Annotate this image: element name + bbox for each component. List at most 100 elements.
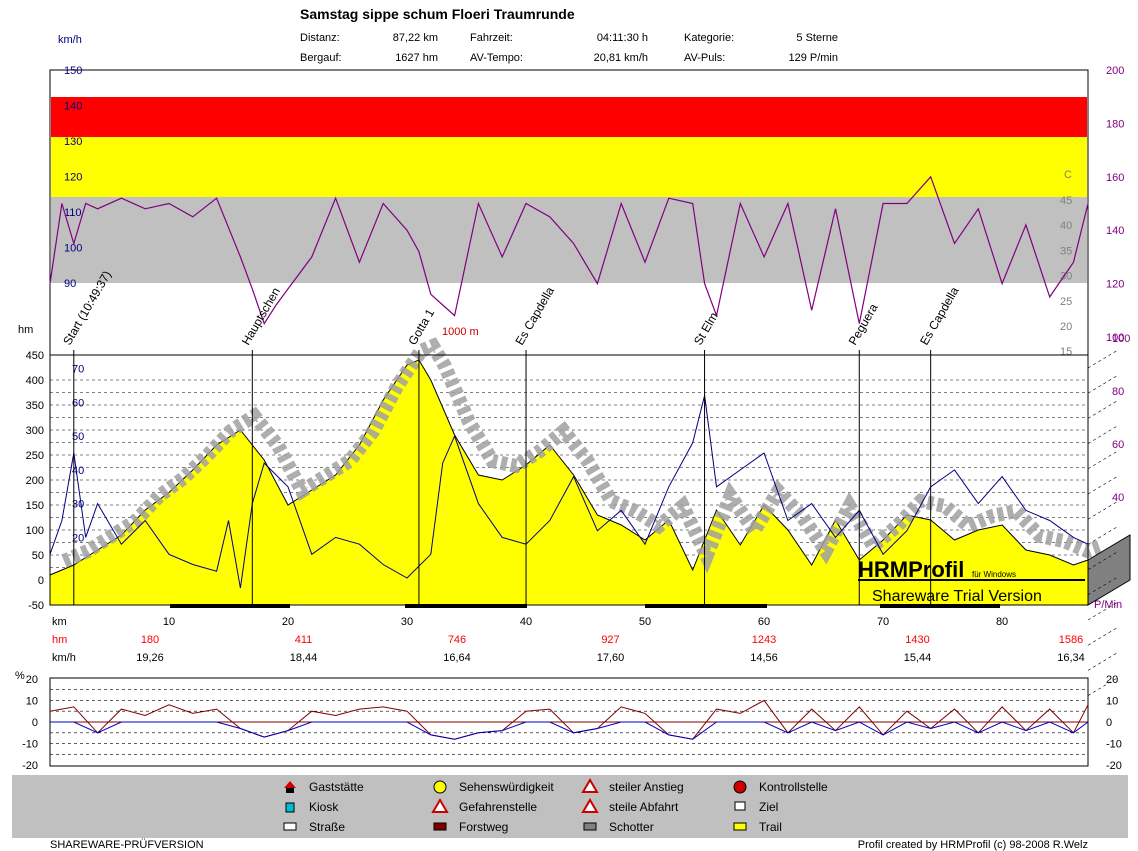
side-tick: [1087, 526, 1119, 545]
side-tick: [1087, 349, 1119, 369]
hm-row-value: 411: [295, 634, 313, 646]
hm-row-label: hm: [52, 634, 67, 646]
hr-tick-label: 180: [1106, 118, 1124, 130]
hr-zone-red: [51, 97, 1087, 137]
km-ticks: 10 20 30 40 50 60 70 80: [163, 616, 1008, 628]
stat-label: Distanz:: [300, 32, 340, 44]
gradient-tick-right: 20: [1106, 674, 1118, 686]
stat-label: Bergauf:: [300, 52, 342, 64]
hm-row-value: 927: [601, 634, 619, 646]
side-tick-lines: [1087, 349, 1119, 696]
gradient-tick-left: 20: [26, 674, 38, 686]
speed-tick-label: 140: [64, 101, 82, 113]
hr-tick-label: 200: [1106, 65, 1124, 77]
surface-segment: [405, 604, 527, 608]
house-icon: [284, 781, 296, 788]
altitude-tick-label: 250: [26, 450, 44, 462]
temp-tick-label: 40: [1060, 220, 1072, 232]
house-body: [286, 788, 294, 793]
stat-value: 5 Sterne: [796, 32, 838, 44]
watermark-sub: für Windows: [972, 570, 1016, 579]
gradient-tick-right: 0: [1106, 717, 1112, 729]
hr-ticks-lower: 10080604020: [1112, 333, 1130, 557]
legend-item: Kontrollstelle: [733, 780, 828, 794]
watermark-trial: Shareware Trial Version: [872, 588, 1042, 605]
temp-tick-label: 35: [1060, 245, 1072, 257]
temp-tick-label: 30: [1060, 271, 1072, 283]
speed-tick-label: 130: [64, 136, 82, 148]
legend-item: Schotter: [583, 820, 654, 834]
stat-label: AV-Puls:: [684, 52, 725, 64]
hr-zone-yellow: [51, 137, 1087, 197]
hm-row-value: 1586: [1059, 634, 1083, 646]
gradient-tick-right: 10: [1106, 695, 1118, 707]
speed-tick-label: 100: [64, 243, 82, 255]
kmh-row-value: 18,44: [290, 652, 318, 664]
legend-label: Gefahrenstelle: [459, 800, 537, 814]
altitude-tick-label: -50: [28, 600, 44, 612]
altitude-tick-label: 400: [26, 375, 44, 387]
temp-tick-label: 20: [1060, 321, 1072, 333]
hm-row-value: 1430: [905, 634, 929, 646]
gradient-ticks: 20 20 10 10 0 0 -10 -10 -20 -20: [22, 674, 1122, 772]
legend-item: steiler Anstieg: [581, 778, 684, 794]
speed-lower-tick-label: 30: [72, 499, 84, 511]
kmh-row-value: 17,60: [597, 652, 625, 664]
kmh-row-value: 16,34: [1057, 652, 1085, 664]
hm-row-value: 180: [141, 634, 159, 646]
legend-item: Ziel: [734, 800, 778, 814]
legend-label: Forstweg: [459, 820, 508, 834]
temp-tick-label: 45: [1060, 195, 1072, 207]
stat-value: 129 P/min: [788, 52, 838, 64]
legend-item: steile Abfahrt: [581, 798, 679, 814]
footer-left: SHAREWARE-PRÜFVERSION: [50, 839, 204, 851]
speed-lower-tick-label: 40: [72, 465, 84, 477]
legend-label: Kontrollstelle: [759, 780, 828, 794]
gradient-gridlines: [50, 689, 1088, 755]
side-tick: [1087, 400, 1119, 419]
surface-bar: [170, 604, 1000, 608]
km-tick-label: 30: [401, 616, 413, 628]
km-tick-label: 20: [282, 616, 294, 628]
side-tick: [1087, 450, 1119, 470]
altitude-tick-label: 200: [26, 475, 44, 487]
kmh-row-label: km/h: [52, 652, 76, 664]
gradient-tick-left: 10: [26, 695, 38, 707]
watermark-brand: HRMProfil: [858, 557, 964, 582]
hr-tick-label: 140: [1106, 225, 1124, 237]
hm-row: 180 411 746 927 1243 1430 1586: [141, 634, 1083, 646]
smiley-icon: [433, 780, 447, 794]
km-unit: km: [52, 616, 67, 628]
altitude-tick-label: 450: [26, 350, 44, 362]
legend-panel: [12, 775, 1128, 838]
gradient-tick-left: -10: [22, 739, 38, 751]
altitude-ticks: 450 400 350 300 250 200 150 100 50 0 -50: [26, 350, 44, 612]
hr-lower-tick-label: 80: [1112, 386, 1124, 398]
legend-label: Sehenswürdigkeit: [459, 780, 554, 794]
hr-tick-label: 160: [1106, 172, 1124, 184]
hr-lower-tick-label: 40: [1112, 492, 1124, 504]
legend-item: Gefahrenstelle: [431, 798, 537, 814]
kmh-row: 19,26 18,44 16,64 17,60 14,56 15,44 16,34: [136, 652, 1085, 664]
plot-3d-side: [1087, 534, 1131, 606]
hr-ticks-right: 200 180 160 140 120 100: [1106, 65, 1124, 344]
surface-segment: [170, 604, 290, 608]
stat-value: 20,81 km/h: [594, 52, 648, 64]
surface-segment: [645, 604, 767, 608]
legend-item: Kiosk: [285, 800, 339, 814]
altitude-tick-label: 350: [26, 400, 44, 412]
legend-label: steiler Anstieg: [609, 780, 684, 794]
stat-label: Fahrzeit:: [470, 32, 513, 44]
altitude-plot-frame: [49, 354, 1089, 606]
steep-down-icon: [581, 798, 599, 813]
speed-lower-tick-label: 60: [72, 397, 84, 409]
finish-flag-icon: [734, 801, 746, 811]
road-swatch: [283, 822, 297, 831]
legend-item: Trail: [733, 820, 782, 834]
gradient-tick-right: -10: [1106, 739, 1122, 751]
warning-icon: [431, 798, 449, 813]
gradient-tick-left: 0: [32, 717, 38, 729]
legend-item: Gaststätte: [284, 780, 364, 794]
hr-zone-gray: [51, 197, 1087, 283]
